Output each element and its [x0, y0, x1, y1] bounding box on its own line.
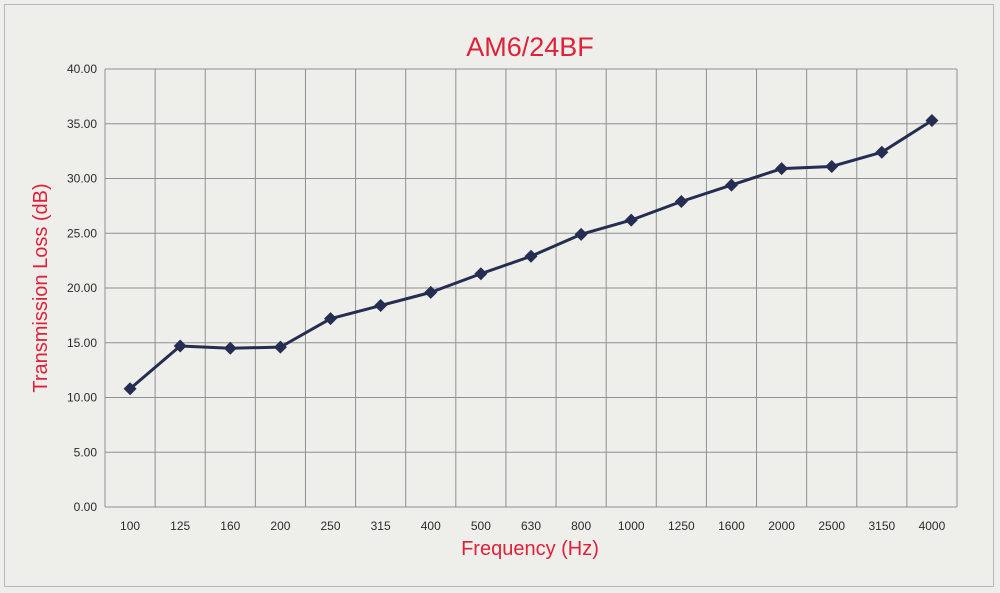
- y-tick-label: 40.00: [67, 62, 97, 76]
- data-point: [324, 312, 338, 326]
- x-tick-label: 2000: [768, 519, 795, 533]
- data-point: [374, 299, 388, 313]
- x-tick-label: 800: [571, 519, 591, 533]
- data-point: [524, 249, 538, 263]
- data-point: [825, 159, 839, 173]
- y-tick-label: 15.00: [67, 336, 97, 350]
- data-point: [173, 339, 187, 353]
- x-tick-label: 400: [421, 519, 441, 533]
- data-point: [223, 341, 237, 355]
- x-tick-label: 200: [270, 519, 290, 533]
- data-point: [273, 340, 287, 354]
- data-point: [574, 227, 588, 241]
- x-tick-label: 100: [120, 519, 140, 533]
- data-point: [775, 162, 789, 176]
- y-tick-label: 20.00: [67, 281, 97, 295]
- x-tick-label: 160: [220, 519, 240, 533]
- chart-frame: [4, 4, 994, 587]
- x-tick-label: 1600: [718, 519, 745, 533]
- y-tick-label: 0.00: [74, 500, 98, 514]
- x-tick-label: 250: [321, 519, 341, 533]
- y-tick-label: 30.00: [67, 172, 97, 186]
- y-tick-label: 10.00: [67, 391, 97, 405]
- x-tick-label: 1000: [618, 519, 645, 533]
- x-tick-label: 315: [371, 519, 391, 533]
- x-tick-label: 2500: [818, 519, 845, 533]
- series-layer: [123, 113, 939, 396]
- x-tick-label: 630: [521, 519, 541, 533]
- y-tick-label: 25.00: [67, 226, 97, 240]
- y-axis-title: Transmission Loss (dB): [30, 183, 52, 392]
- data-point: [424, 285, 438, 299]
- x-tick-label: 3150: [868, 519, 895, 533]
- data-point: [724, 178, 738, 192]
- y-tick-label: 5.00: [74, 445, 98, 459]
- x-axis-title: Frequency (Hz): [461, 538, 599, 560]
- y-tick-label: 35.00: [67, 117, 97, 131]
- grid: [104, 68, 958, 508]
- data-point: [474, 267, 488, 281]
- x-tick-label: 4000: [919, 519, 946, 533]
- data-point: [123, 382, 137, 396]
- x-tick-label: 1250: [668, 519, 695, 533]
- data-point: [875, 145, 889, 159]
- x-tick-label: 125: [170, 519, 190, 533]
- data-point: [624, 213, 638, 227]
- tick-labels: 0.00 5.00 10.00 15.00 20.00 25.00 30.00 35.00 40…: [67, 62, 946, 533]
- data-point: [674, 194, 688, 208]
- x-tick-label: 500: [471, 519, 491, 533]
- chart-title: AM6/24BF: [466, 32, 594, 62]
- data-point: [925, 113, 939, 127]
